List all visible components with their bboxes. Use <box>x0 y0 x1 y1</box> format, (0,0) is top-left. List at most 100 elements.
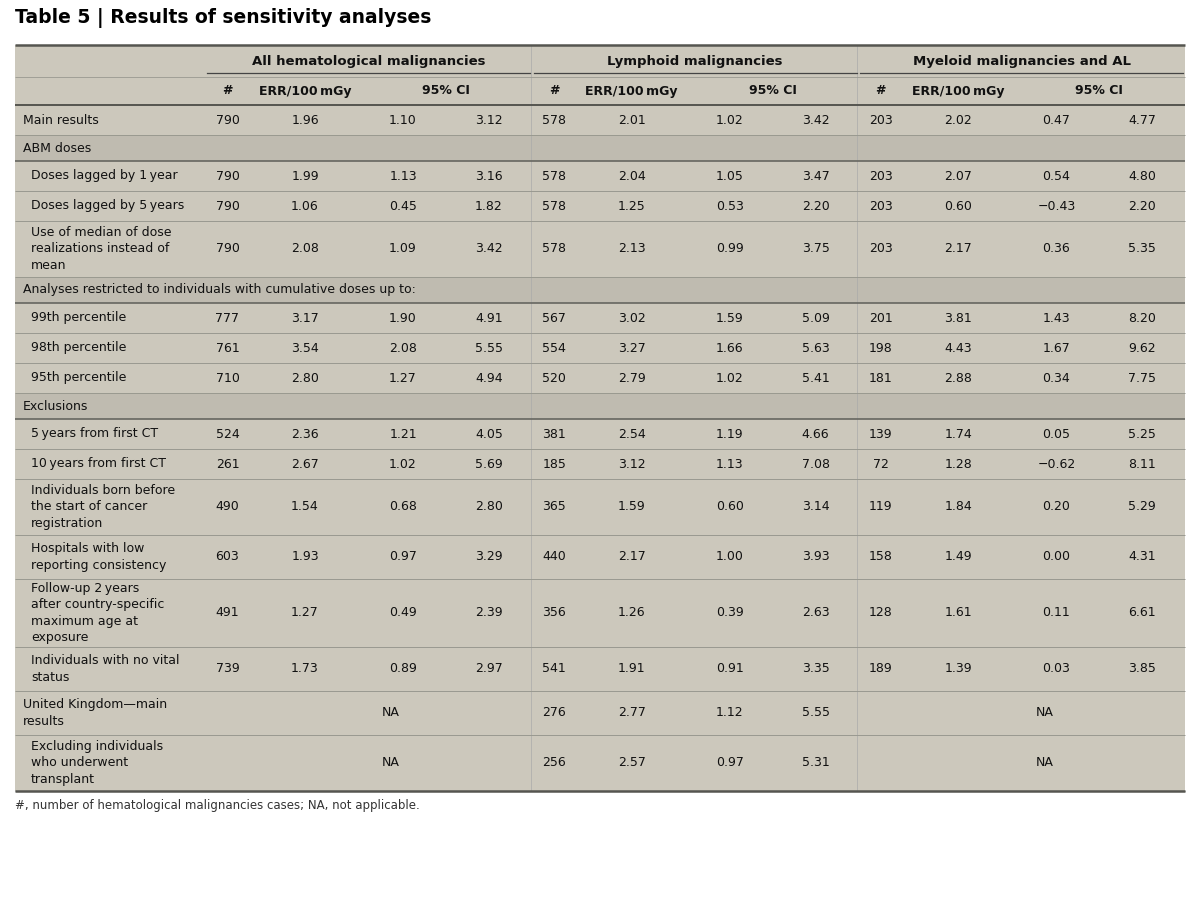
Text: 1.13: 1.13 <box>716 458 744 471</box>
Text: 95% CI: 95% CI <box>422 85 470 98</box>
Text: 4.31: 4.31 <box>1128 550 1156 564</box>
Text: 95% CI: 95% CI <box>749 85 797 98</box>
Text: Doses lagged by 5 years: Doses lagged by 5 years <box>31 199 185 212</box>
Text: 365: 365 <box>542 500 566 513</box>
Text: 578: 578 <box>542 114 566 126</box>
Text: ERR/100 mGy: ERR/100 mGy <box>586 85 678 98</box>
Text: 0.99: 0.99 <box>715 243 744 256</box>
Text: 276: 276 <box>542 706 566 720</box>
Text: 1.05: 1.05 <box>715 170 744 183</box>
Text: 6.61: 6.61 <box>1128 606 1156 619</box>
Text: 4.94: 4.94 <box>475 371 503 385</box>
Text: Myeloid malignancies and AL: Myeloid malignancies and AL <box>913 54 1130 67</box>
Text: 95th percentile: 95th percentile <box>31 371 126 385</box>
Text: 2.57: 2.57 <box>618 757 646 770</box>
Text: 0.03: 0.03 <box>1043 663 1070 676</box>
Text: Hospitals with low
reporting consistency: Hospitals with low reporting consistency <box>31 542 167 571</box>
Text: All hematological malignancies: All hematological malignancies <box>252 54 485 67</box>
Text: 0.45: 0.45 <box>389 199 416 212</box>
Text: 2.80: 2.80 <box>292 371 319 385</box>
Text: 0.97: 0.97 <box>389 550 416 564</box>
Bar <box>14 735 1186 791</box>
Text: 72: 72 <box>872 458 889 471</box>
Text: 1.02: 1.02 <box>715 371 744 385</box>
Text: 5.29: 5.29 <box>1128 500 1157 513</box>
Text: 381: 381 <box>542 427 566 440</box>
Text: NA: NA <box>1036 757 1054 770</box>
Text: 2.04: 2.04 <box>618 170 646 183</box>
Bar <box>14 449 1186 479</box>
Text: 5.09: 5.09 <box>802 311 829 325</box>
Text: 1.93: 1.93 <box>292 550 319 564</box>
Text: 790: 790 <box>216 114 240 126</box>
Text: 0.00: 0.00 <box>1043 550 1070 564</box>
Text: #: # <box>876 85 886 98</box>
Text: 185: 185 <box>542 458 566 471</box>
Bar <box>14 393 1186 419</box>
Bar <box>14 419 1186 449</box>
Bar <box>14 333 1186 363</box>
Text: 2.80: 2.80 <box>475 500 503 513</box>
Text: 0.89: 0.89 <box>389 663 416 676</box>
Text: 0.20: 0.20 <box>1043 500 1070 513</box>
Text: 0.49: 0.49 <box>389 606 416 619</box>
Text: 1.21: 1.21 <box>389 427 416 440</box>
Text: 3.12: 3.12 <box>618 458 646 471</box>
Text: 4.77: 4.77 <box>1128 114 1157 126</box>
Text: 2.02: 2.02 <box>944 114 972 126</box>
Text: 189: 189 <box>869 663 893 676</box>
Text: Exclusions: Exclusions <box>23 400 89 413</box>
Bar <box>14 691 1186 735</box>
Text: #: # <box>222 85 233 98</box>
Text: 0.34: 0.34 <box>1043 371 1070 385</box>
Text: 1.74: 1.74 <box>944 427 972 440</box>
Text: 2.13: 2.13 <box>618 243 646 256</box>
Text: 3.29: 3.29 <box>475 550 503 564</box>
Text: Excluding individuals
who underwent
transplant: Excluding individuals who underwent tran… <box>31 740 163 786</box>
Text: #, number of hematological malignancies cases; NA, not applicable.: #, number of hematological malignancies … <box>14 799 420 812</box>
Text: 1.27: 1.27 <box>292 606 319 619</box>
Text: 2.77: 2.77 <box>618 706 646 720</box>
Bar <box>14 579 1186 647</box>
Text: ABM doses: ABM doses <box>23 141 91 154</box>
Text: 1.06: 1.06 <box>292 199 319 212</box>
Text: 2.36: 2.36 <box>292 427 319 440</box>
Text: 5.25: 5.25 <box>1128 427 1157 440</box>
Text: 3.16: 3.16 <box>475 170 503 183</box>
Text: 0.36: 0.36 <box>1043 243 1070 256</box>
Text: 1.25: 1.25 <box>618 199 646 212</box>
Bar <box>14 479 1186 535</box>
Bar <box>14 105 1186 135</box>
Text: 5.41: 5.41 <box>802 371 829 385</box>
Text: 4.05: 4.05 <box>475 427 503 440</box>
Text: 1.10: 1.10 <box>389 114 416 126</box>
Text: 7.75: 7.75 <box>1128 371 1157 385</box>
Text: 3.35: 3.35 <box>802 663 829 676</box>
Text: 0.54: 0.54 <box>1043 170 1070 183</box>
Text: 1.02: 1.02 <box>715 114 744 126</box>
Bar <box>14 363 1186 393</box>
Text: 1.19: 1.19 <box>716 427 744 440</box>
Text: 198: 198 <box>869 342 893 354</box>
Bar <box>14 45 1186 791</box>
Text: 1.67: 1.67 <box>1043 342 1070 354</box>
Bar <box>14 221 1186 277</box>
Text: 0.60: 0.60 <box>715 500 744 513</box>
Text: 603: 603 <box>216 550 239 564</box>
Text: 0.47: 0.47 <box>1043 114 1070 126</box>
Text: 567: 567 <box>542 311 566 325</box>
Text: 1.09: 1.09 <box>389 243 416 256</box>
Text: 2.67: 2.67 <box>292 458 319 471</box>
Text: 490: 490 <box>216 500 239 513</box>
Text: Main results: Main results <box>23 114 98 126</box>
Text: 3.54: 3.54 <box>292 342 319 354</box>
Text: 2.54: 2.54 <box>618 427 646 440</box>
Text: 710: 710 <box>216 371 240 385</box>
Text: 739: 739 <box>216 663 239 676</box>
Text: 99th percentile: 99th percentile <box>31 311 126 325</box>
Text: 8.11: 8.11 <box>1128 458 1157 471</box>
Text: 261: 261 <box>216 458 239 471</box>
Bar <box>14 135 1186 161</box>
Bar <box>14 535 1186 579</box>
Text: 3.42: 3.42 <box>475 243 503 256</box>
